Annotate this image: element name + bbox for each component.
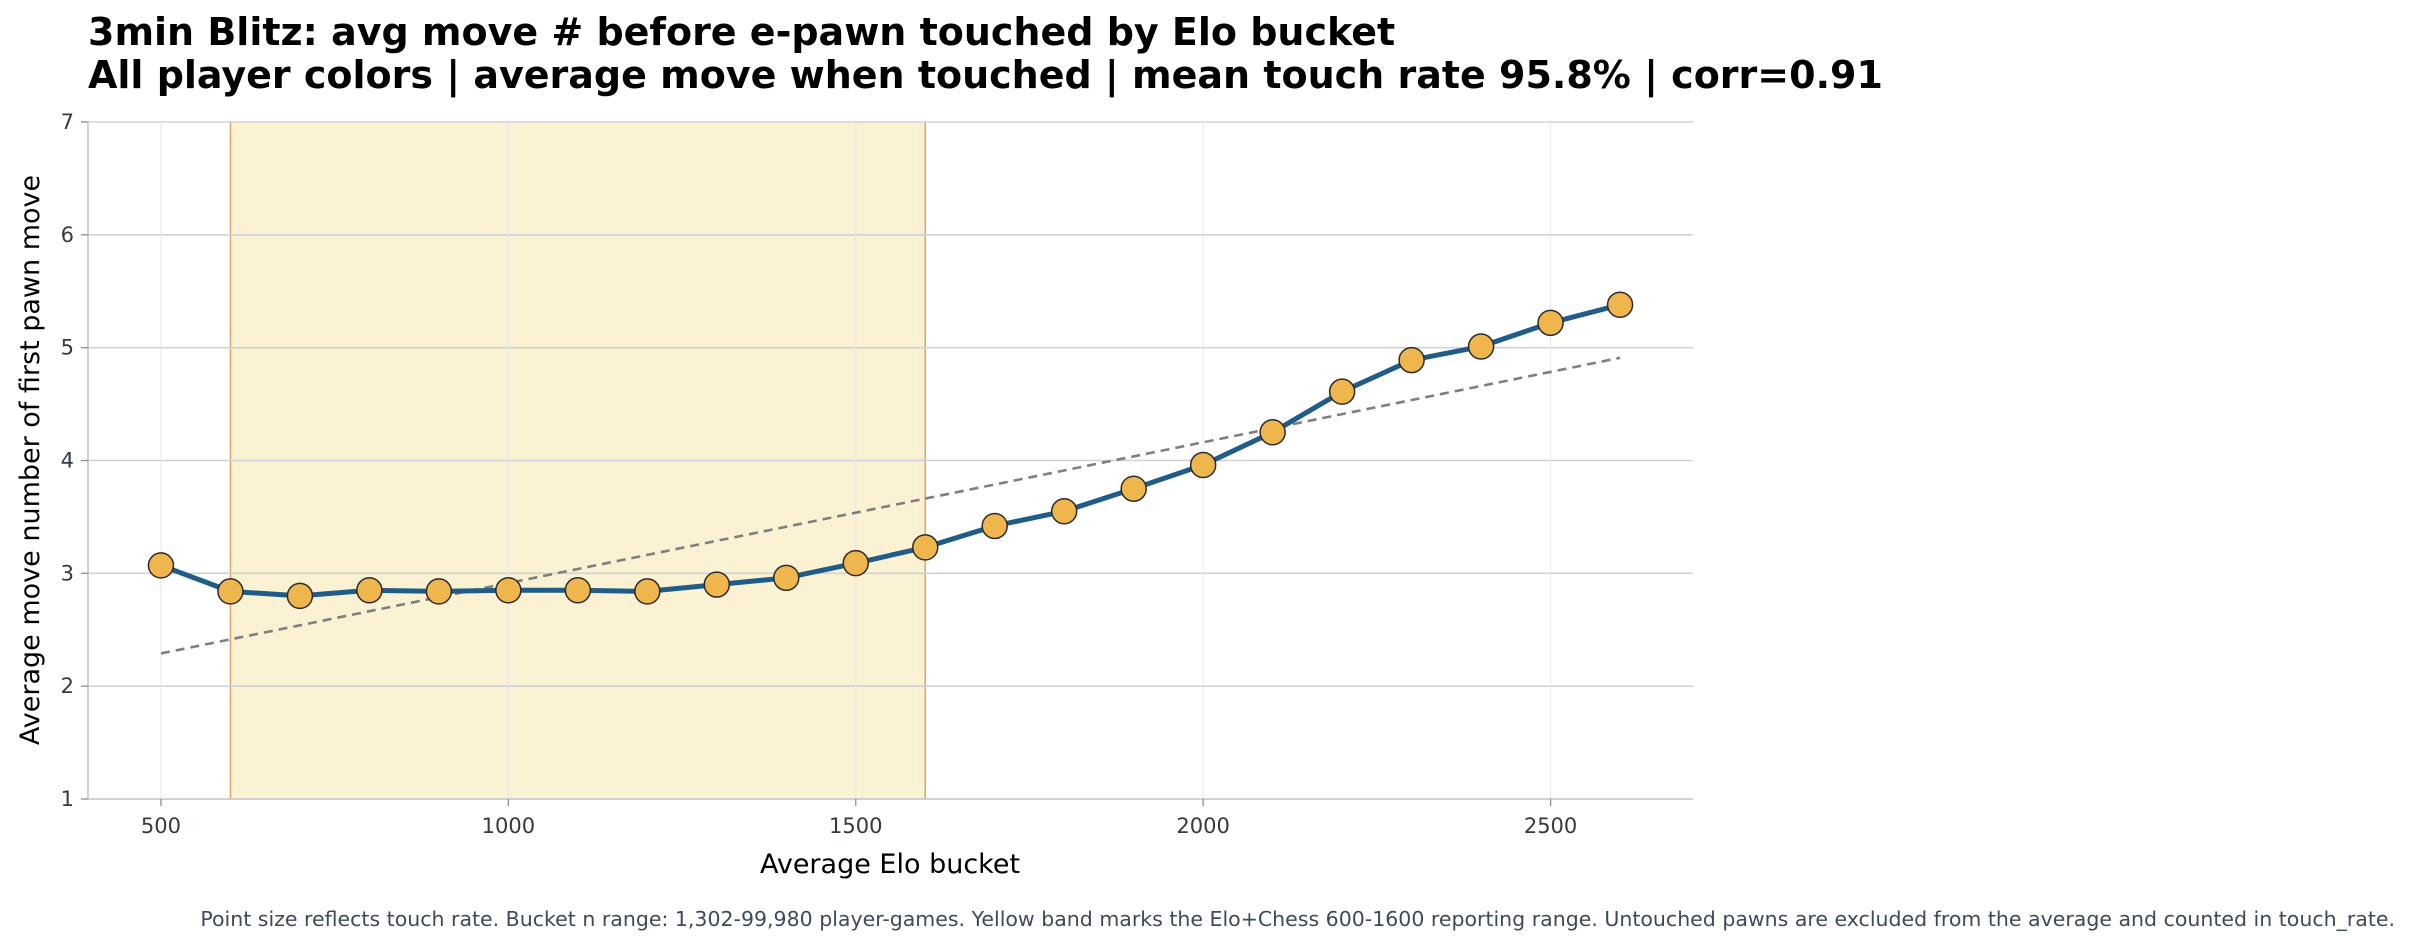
y-tick-label: 7 <box>61 110 74 134</box>
data-point <box>1189 451 1217 479</box>
y-tick-label: 5 <box>61 336 74 360</box>
data-point <box>286 582 314 610</box>
data-point <box>356 577 383 604</box>
data-point <box>981 512 1008 540</box>
data-point <box>1050 498 1078 525</box>
chart-subtitle: All player colors | average move when to… <box>88 53 1883 98</box>
y-tick-label: 1 <box>61 787 74 811</box>
x-tick-label: 1000 <box>482 814 535 838</box>
data-point <box>147 552 175 579</box>
data-point <box>634 578 661 605</box>
tick-labels: 1 2 3 4 5 6 7 500 1000 1500 2000 2500 <box>61 110 1578 838</box>
x-axis-label: Average Elo bucket <box>760 849 1020 880</box>
y-tick-label: 4 <box>61 449 74 473</box>
x-tick-label: 1500 <box>829 814 882 838</box>
x-tick-label: 500 <box>141 814 181 838</box>
data-point <box>773 564 800 592</box>
data-point <box>1328 378 1356 405</box>
grid <box>88 121 1693 799</box>
x-tick-label: 2500 <box>1524 814 1577 838</box>
data-point <box>1259 419 1286 446</box>
axes <box>81 121 1693 806</box>
data-point <box>911 534 939 561</box>
chart-caption: Point size reflects touch rate. Bucket n… <box>200 907 2395 932</box>
data-point <box>217 578 244 605</box>
trendline-layer <box>160 356 1621 655</box>
data-point <box>1120 475 1147 502</box>
data-point <box>1398 346 1425 374</box>
data-point <box>564 577 592 604</box>
data-point <box>842 549 870 577</box>
series-layer <box>147 291 1634 610</box>
y-tick-label: 6 <box>61 223 74 247</box>
data-point <box>1606 291 1634 319</box>
chart-title: 3min Blitz: avg move # before e-pawn tou… <box>88 10 1395 54</box>
x-tick-label: 2000 <box>1176 814 1229 838</box>
y-tick-label: 3 <box>61 561 74 585</box>
data-point <box>703 571 731 598</box>
y-axis-label: Average move number of first pawn move <box>15 175 46 745</box>
data-point <box>495 577 522 604</box>
data-point <box>425 578 453 605</box>
data-point <box>1537 309 1564 337</box>
series-line <box>158 302 1623 599</box>
data-point <box>1467 333 1495 360</box>
trendline <box>160 356 1621 655</box>
y-tick-label: 2 <box>61 674 74 698</box>
